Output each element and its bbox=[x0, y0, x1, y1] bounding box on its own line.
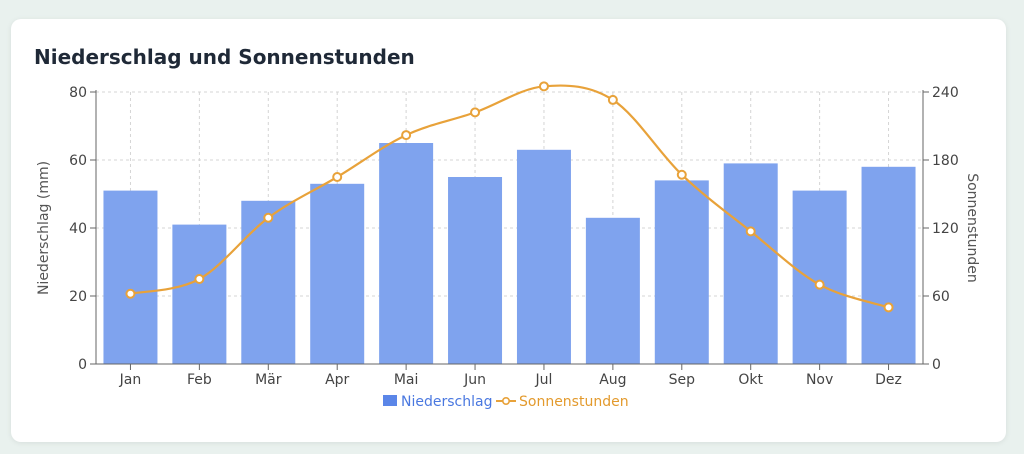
x-tick-label: Mai bbox=[394, 372, 419, 388]
x-tick-label: Jul bbox=[535, 372, 553, 388]
bar-niederschlag bbox=[379, 143, 434, 364]
y-left-tick-label: 20 bbox=[69, 289, 87, 305]
chart-title: Niederschlag und Sonnenstunden bbox=[34, 45, 415, 69]
point-sonnenstunden bbox=[883, 302, 894, 313]
y-left-axis-title: Niederschlag (mm) bbox=[36, 161, 52, 295]
point-sonnenstunden bbox=[125, 288, 136, 299]
legend-swatch-niederschlag bbox=[383, 395, 397, 406]
bar-niederschlag bbox=[585, 217, 640, 364]
point-sonnenstunden bbox=[745, 226, 756, 237]
point-sonnenstunden bbox=[401, 130, 412, 141]
bar-niederschlag bbox=[172, 224, 227, 364]
x-tick-label: Dez bbox=[875, 372, 902, 388]
x-tick-label: Apr bbox=[325, 372, 349, 388]
bar-niederschlag bbox=[723, 163, 778, 364]
y-left-tick-label: 60 bbox=[69, 153, 87, 169]
x-tick-label: Nov bbox=[806, 372, 833, 388]
point-sonnenstunden bbox=[470, 107, 481, 118]
bar-niederschlag bbox=[861, 166, 916, 364]
legend-label-niederschlag: Niederschlag bbox=[401, 394, 492, 410]
y-right-tick-label: 120 bbox=[932, 221, 959, 237]
bar-niederschlag bbox=[310, 183, 365, 364]
y-left-tick-label: 0 bbox=[78, 357, 87, 373]
bar-niederschlag bbox=[516, 149, 571, 364]
legend-label-sonnenstunden: Sonnenstunden bbox=[519, 394, 629, 410]
y-left-tick-label: 80 bbox=[69, 85, 87, 101]
legend-marker-sonnenstunden bbox=[501, 396, 510, 405]
y-right-tick-label: 60 bbox=[932, 289, 950, 305]
point-sonnenstunden bbox=[332, 172, 343, 182]
bar-niederschlag bbox=[241, 200, 296, 364]
point-sonnenstunden bbox=[538, 81, 549, 92]
point-sonnenstunden bbox=[607, 94, 618, 105]
x-tick-label: Feb bbox=[187, 372, 212, 388]
x-tick-label: Mär bbox=[255, 372, 282, 388]
line-sonnenstunden bbox=[130, 84, 889, 309]
x-tick-label: Okt bbox=[738, 372, 763, 388]
x-tick-label: Jun bbox=[463, 372, 486, 388]
y-right-axis-title: Sonnenstunden bbox=[964, 173, 980, 283]
x-tick-label: Jan bbox=[119, 372, 142, 388]
x-tick-label: Sep bbox=[669, 372, 696, 388]
bar-niederschlag bbox=[792, 190, 847, 364]
point-sonnenstunden bbox=[194, 274, 205, 284]
x-tick-label: Aug bbox=[599, 372, 626, 388]
y-right-tick-label: 240 bbox=[932, 85, 959, 101]
point-sonnenstunden bbox=[814, 279, 825, 290]
point-sonnenstunden bbox=[676, 169, 687, 180]
bar-niederschlag bbox=[654, 180, 709, 364]
bar-niederschlag bbox=[103, 190, 158, 364]
y-left-tick-label: 40 bbox=[69, 221, 87, 237]
y-right-tick-label: 0 bbox=[932, 357, 941, 373]
point-sonnenstunden bbox=[263, 212, 274, 223]
bar-niederschlag bbox=[448, 177, 503, 364]
y-right-tick-label: 180 bbox=[932, 153, 959, 169]
